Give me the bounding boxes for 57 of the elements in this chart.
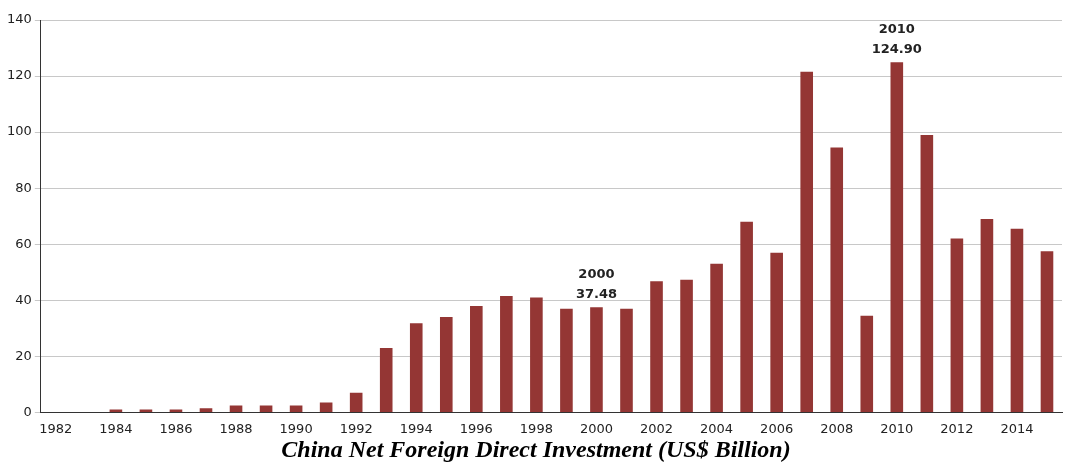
y-tick-label: 40	[15, 291, 32, 307]
bar	[770, 252, 783, 412]
bar	[259, 405, 273, 412]
y-tick-label: 80	[15, 179, 32, 195]
bar	[289, 405, 303, 412]
bar	[590, 307, 603, 412]
x-tick-label: 2002	[639, 420, 674, 436]
bar	[740, 221, 753, 412]
bar	[1010, 228, 1024, 412]
bar	[620, 308, 633, 412]
bar	[890, 62, 904, 412]
bar	[650, 281, 663, 412]
y-tick-label: 0	[23, 403, 32, 419]
bar	[530, 297, 543, 412]
bar	[920, 134, 934, 412]
y-tick-label: 60	[15, 235, 32, 251]
x-tick-label: 1996	[459, 420, 493, 436]
x-tick-label: 2012	[940, 420, 974, 436]
bar	[710, 263, 723, 412]
x-tick-label: 1998	[519, 420, 553, 436]
annotation: 2010 124.90	[871, 21, 922, 57]
y-tick-label: 100	[6, 123, 32, 139]
x-tick-label: 2004	[700, 420, 734, 436]
bar	[980, 219, 994, 412]
bar	[199, 408, 213, 412]
bar	[439, 317, 453, 412]
bar	[950, 238, 964, 412]
bar	[470, 305, 483, 412]
bar	[1040, 251, 1054, 412]
y-tick-label: 20	[15, 347, 32, 363]
bar	[500, 296, 513, 412]
bar	[409, 323, 423, 412]
x-tick-label: 2000	[579, 420, 614, 436]
annotation: 2000 37.48	[575, 266, 618, 302]
x-tick-label: 2010	[880, 420, 914, 436]
x-tick-label: 2008	[820, 420, 854, 436]
bar	[560, 308, 573, 412]
x-tick-label: 2006	[760, 420, 794, 436]
x-tick-label: 1992	[339, 420, 373, 436]
x-tick-label: 1982	[39, 420, 73, 436]
x-tick-label: 1984	[99, 420, 133, 436]
bar	[379, 347, 393, 412]
bar	[830, 147, 844, 412]
bar	[319, 402, 333, 412]
x-tick-label: 1988	[219, 420, 253, 436]
y-tick-label: 140	[6, 11, 32, 27]
bar	[680, 279, 693, 412]
x-tick-label: 1986	[159, 420, 193, 436]
x-tick-label: 2014	[1000, 420, 1034, 436]
bar	[860, 315, 874, 412]
x-tick-label: 1994	[399, 420, 433, 436]
bar	[349, 392, 363, 412]
bar	[800, 71, 814, 412]
text: China Net Foreign Direct Investment (US$ Billion)	[280, 436, 792, 463]
x-tick-label: 1990	[279, 420, 313, 436]
bar	[229, 405, 243, 412]
y-tick-label: 120	[6, 67, 32, 83]
